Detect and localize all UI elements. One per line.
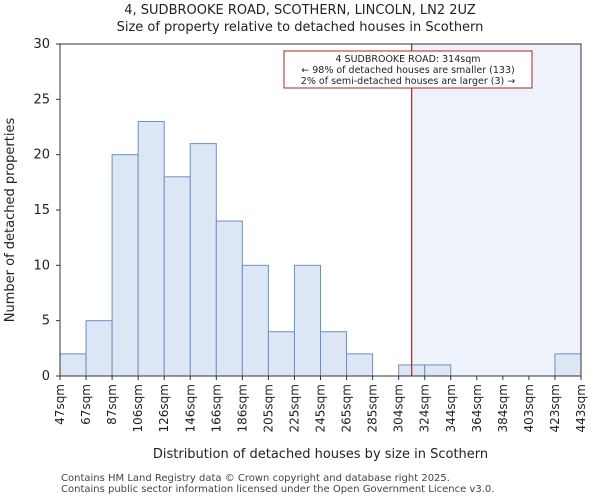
- annotation-box: [283, 50, 533, 89]
- y-tick-label: 15: [33, 203, 50, 218]
- y-tick-label: 10: [33, 258, 50, 273]
- x-tick-label: 225sqm: [287, 384, 301, 432]
- annotation-smaller: ← 98% of detached houses are smaller (13…: [301, 65, 514, 76]
- x-tick-label: 106sqm: [131, 384, 145, 432]
- bar: [59, 353, 87, 377]
- bar: [163, 176, 191, 377]
- x-tick-label: 324sqm: [418, 384, 432, 432]
- x-tick-label: 245sqm: [314, 384, 328, 432]
- chart-title: 4, SUDBROOKE ROAD, SCOTHERN, LINCOLN, LN…: [124, 3, 476, 18]
- bar: [241, 264, 269, 377]
- x-tick-label: 205sqm: [261, 384, 275, 432]
- x-axis-label: Distribution of detached houses by size …: [153, 447, 488, 462]
- bar: [320, 331, 348, 377]
- x-tick-label: 304sqm: [392, 384, 406, 432]
- y-tick-label: 5: [42, 314, 50, 329]
- bar: [346, 353, 374, 377]
- y-tick-label: 25: [33, 92, 50, 107]
- bar: [293, 264, 322, 377]
- y-tick-label: 20: [33, 148, 50, 163]
- bar: [111, 154, 139, 377]
- x-tick-label: 265sqm: [340, 384, 354, 432]
- x-tick-label: 166sqm: [209, 384, 223, 432]
- y-tick-label: 30: [33, 37, 50, 52]
- annotation-title: 4 SUDBROOKE ROAD: 314sqm: [335, 54, 480, 65]
- x-tick-label: 47sqm: [53, 384, 67, 425]
- bar: [189, 143, 217, 377]
- x-tick-label: 443sqm: [574, 384, 588, 432]
- bar: [137, 120, 165, 377]
- x-tick-label: 423sqm: [548, 384, 562, 432]
- x-tick-label: 67sqm: [79, 384, 93, 425]
- bar: [554, 353, 582, 377]
- x-tick-label: 87sqm: [105, 384, 119, 425]
- x-tick-label: 186sqm: [235, 384, 249, 432]
- bar: [85, 320, 113, 377]
- y-tick-label: 0: [42, 369, 50, 384]
- annotation-larger: 2% of semi-detached houses are larger (3…: [301, 76, 515, 87]
- x-tick-label: 403sqm: [522, 384, 536, 432]
- x-tick-label: 364sqm: [470, 384, 484, 432]
- shaded-region: [411, 44, 581, 376]
- bar: [424, 364, 452, 377]
- y-axis-label: Number of detached properties: [3, 118, 18, 323]
- x-tick-label: 126sqm: [157, 384, 171, 432]
- bar: [267, 331, 295, 377]
- footer-copyright: Contains HM Land Registry data © Crown c…: [61, 473, 450, 484]
- x-tick-label: 146sqm: [183, 384, 197, 432]
- bar: [215, 220, 243, 377]
- footer-licence: Contains public sector information licen…: [61, 484, 495, 495]
- x-tick-label: 384sqm: [496, 384, 510, 432]
- x-tick-label: 344sqm: [444, 384, 458, 432]
- x-tick-label: 285sqm: [366, 384, 380, 432]
- chart-subtitle: Size of property relative to detached ho…: [116, 20, 484, 35]
